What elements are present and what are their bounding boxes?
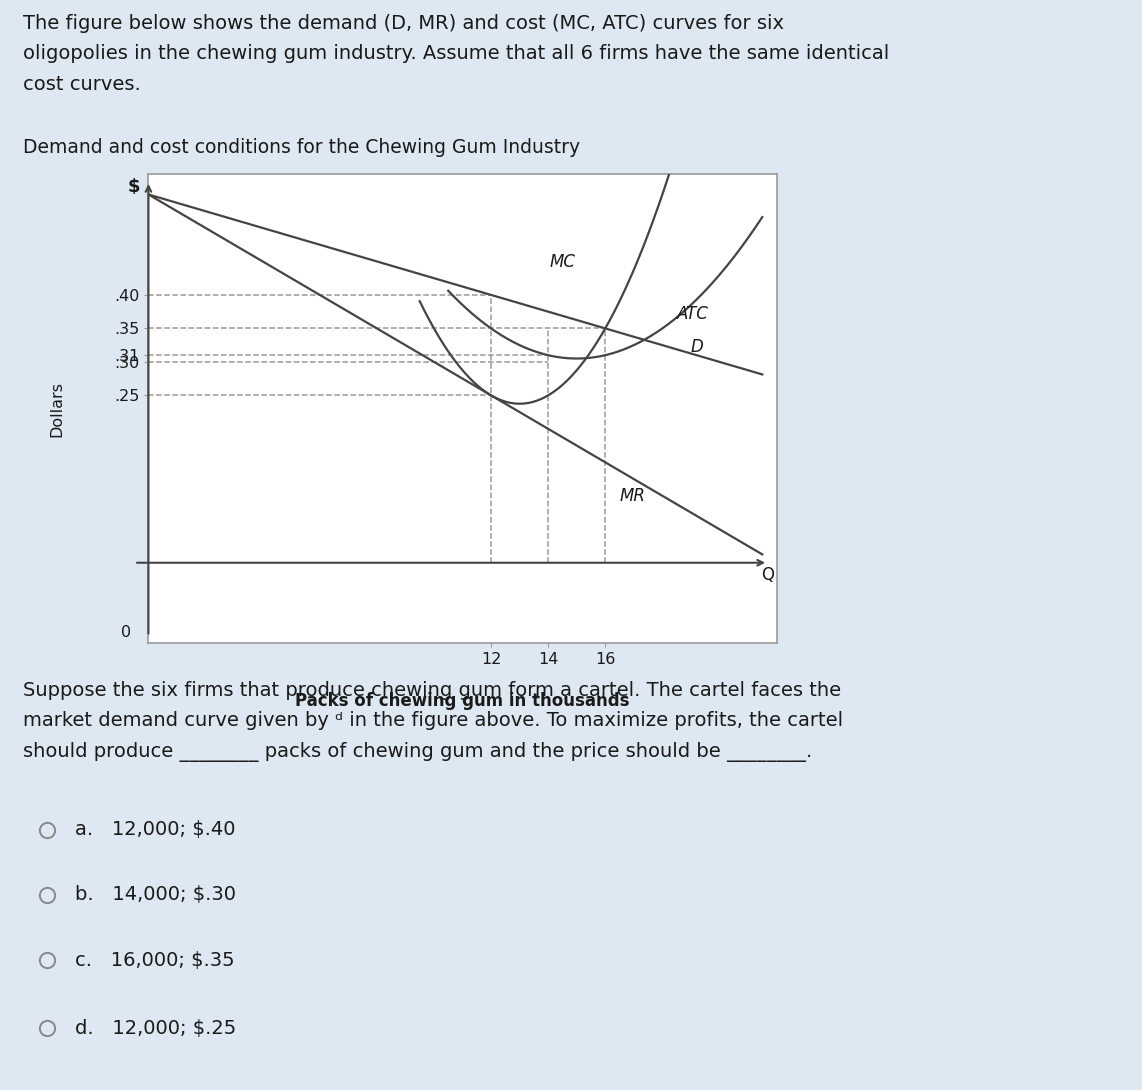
Text: d.   12,000; $.25: d. 12,000; $.25	[75, 1018, 236, 1038]
Text: Q: Q	[762, 566, 774, 584]
Text: Demand and cost conditions for the Chewing Gum Industry: Demand and cost conditions for the Chewi…	[23, 137, 580, 157]
Text: Packs of chewing gum in thousands: Packs of chewing gum in thousands	[296, 692, 629, 711]
Text: $: $	[128, 178, 140, 196]
Text: c.   16,000; $.35: c. 16,000; $.35	[75, 950, 235, 970]
Text: a.   12,000; $.40: a. 12,000; $.40	[75, 820, 236, 839]
Text: The figure below shows the demand (D, MR) and cost (MC, ATC) curves for six
olig: The figure below shows the demand (D, MR…	[23, 14, 890, 94]
Text: Suppose the six firms that produce chewing gum form a cartel. The cartel faces t: Suppose the six firms that produce chewi…	[23, 681, 843, 762]
Text: b.   14,000; $.30: b. 14,000; $.30	[75, 885, 236, 905]
Text: D: D	[691, 338, 703, 355]
Text: Dollars: Dollars	[49, 380, 65, 437]
Text: 0: 0	[121, 625, 131, 640]
Text: MR: MR	[619, 487, 645, 506]
Text: ATC: ATC	[677, 305, 708, 323]
Text: MC: MC	[549, 254, 576, 271]
